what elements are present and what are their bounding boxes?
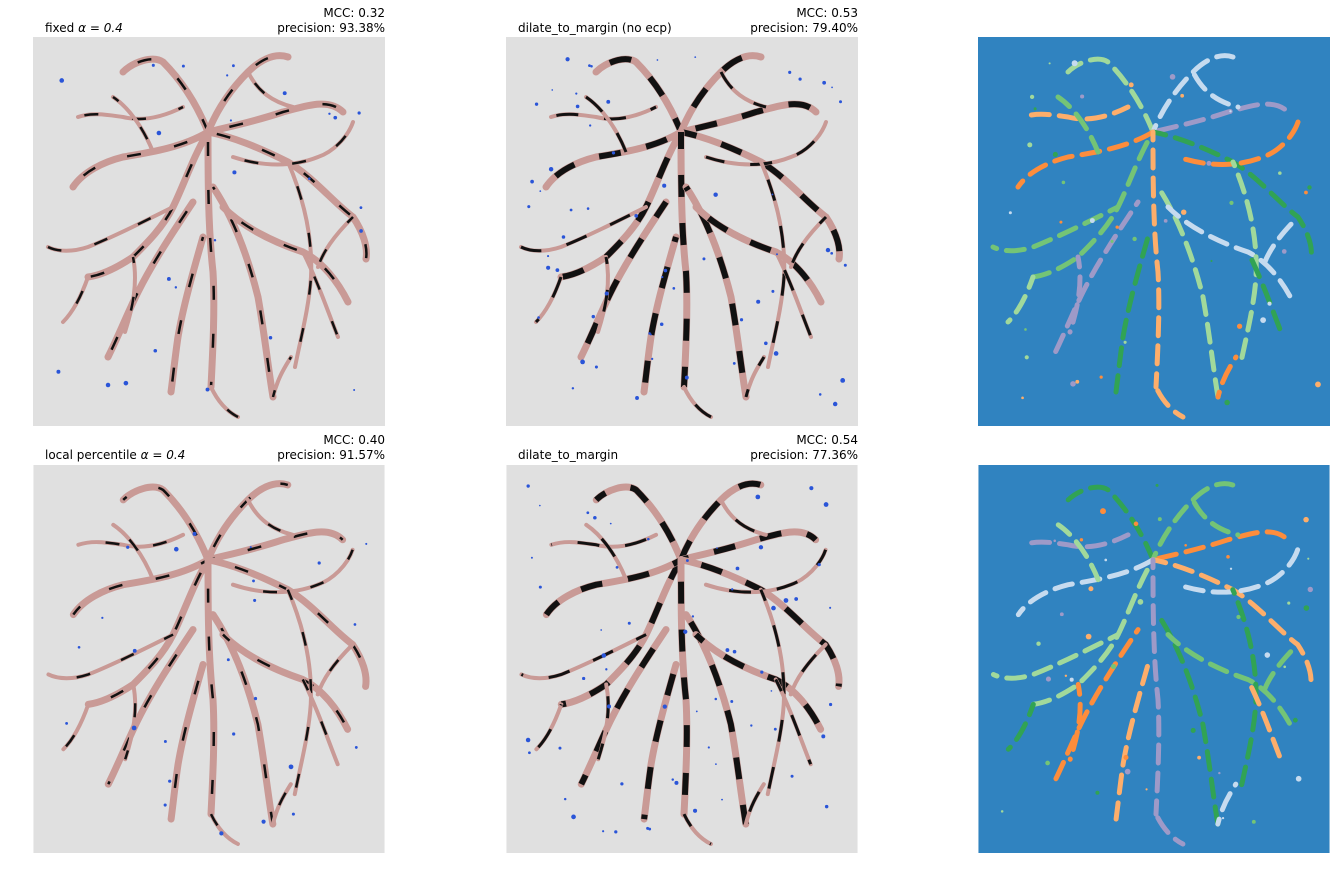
panel-1-mcc: MCC: 0.32 <box>323 6 385 20</box>
vessel-overlay-image-dilate <box>506 465 858 853</box>
panel-5-precision: precision: 77.36% <box>750 448 858 462</box>
segment-label-image-top <box>978 37 1330 426</box>
panel-4-title: local percentile α = 0.4 <box>45 448 186 462</box>
panel-2-precision: precision: 79.40% <box>750 21 858 35</box>
panel-2-title: dilate_to_margin (no ecp) <box>518 21 672 35</box>
vessel-overlay-image-local-percentile <box>33 465 385 853</box>
vessel-overlay-image-fixed <box>33 37 385 426</box>
vessel-overlay-image-dilate-no-ecp <box>506 37 858 426</box>
panel-1-precision: precision: 93.38% <box>277 21 385 35</box>
panel-4-precision: precision: 91.57% <box>277 448 385 462</box>
panel-1-title: fixed α = 0.4 <box>45 21 123 35</box>
panel-2-mcc: MCC: 0.53 <box>796 6 858 20</box>
panel-5-mcc: MCC: 0.54 <box>796 433 858 447</box>
segment-label-image-bottom <box>978 465 1330 853</box>
panel-4-mcc: MCC: 0.40 <box>323 433 385 447</box>
panel-5-title: dilate_to_margin <box>518 448 619 462</box>
